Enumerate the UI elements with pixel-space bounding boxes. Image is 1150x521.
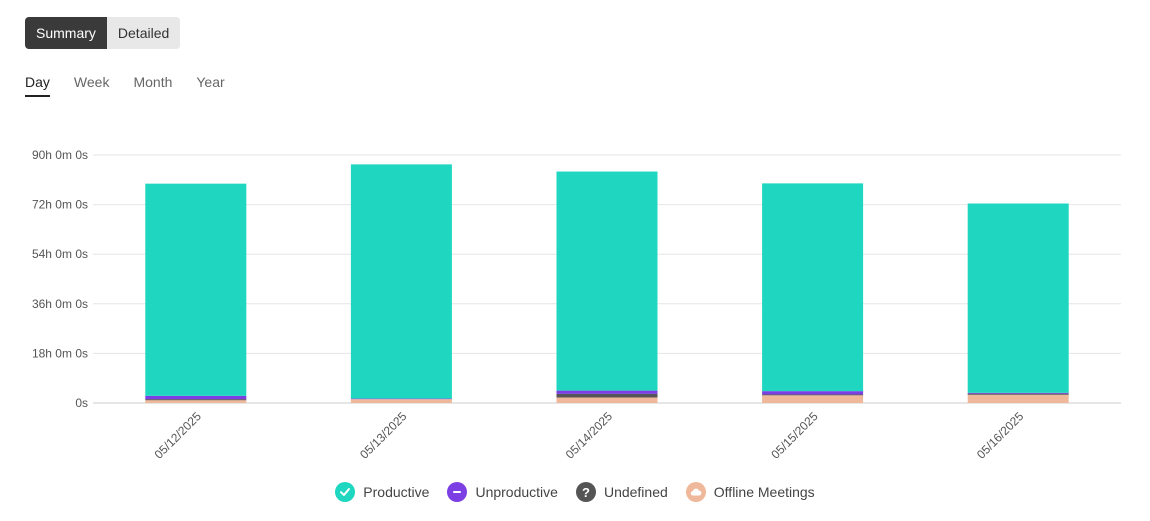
bar-segment-offline-meetings (556, 397, 658, 403)
bar-segment-productive (556, 171, 658, 391)
bar-segment-undefined (967, 393, 1069, 395)
bar-segment-undefined (145, 399, 247, 401)
bar-segment-undefined (762, 394, 864, 396)
y-tick-label: 0s (75, 396, 88, 410)
bar-segment-productive (145, 183, 247, 396)
y-tick-label: 36h 0m 0s (32, 297, 88, 311)
legend-item-undefined[interactable]: ? Undefined (575, 482, 668, 502)
legend-label: Undefined (603, 484, 668, 500)
x-tick-label: 05/13/2025 (357, 409, 410, 462)
x-tick-label: 05/15/2025 (768, 409, 821, 462)
y-tick-label: 18h 0m 0s (32, 346, 88, 360)
tab-week[interactable]: Week (73, 74, 110, 90)
legend-item-unproductive[interactable]: Unproductive (447, 482, 558, 502)
tab-day[interactable]: Day (25, 74, 50, 97)
bar-segment-undefined (556, 393, 658, 398)
x-tick-label: 05/14/2025 (563, 409, 616, 462)
bar-segment-offline-meetings (350, 399, 452, 403)
bar-segment-unproductive (762, 391, 864, 395)
summary-button[interactable]: Summary (25, 17, 107, 49)
cloud-icon (685, 482, 706, 502)
bar-segment-offline-meetings (145, 400, 247, 403)
question-icon: ? (575, 482, 596, 502)
detailed-button[interactable]: Detailed (106, 17, 181, 49)
bar-segment-productive (350, 164, 452, 399)
legend-item-productive[interactable]: Productive (335, 482, 429, 502)
x-tick-label: 05/16/2025 (974, 409, 1027, 462)
tab-month[interactable]: Month (133, 74, 173, 90)
bar-segment-unproductive (967, 392, 1069, 394)
chart-legend: Productive Unproductive ? Undefined Offl… (0, 482, 1150, 502)
y-tick-label: 90h 0m 0s (32, 148, 88, 162)
y-tick-label: 54h 0m 0s (32, 247, 88, 261)
legend-label: Productive (363, 484, 430, 500)
bar-segment-productive (762, 183, 864, 392)
bar-segment-unproductive (350, 398, 452, 400)
period-tabs: Day Week Month Year (25, 74, 225, 97)
legend-item-offline-meetings[interactable]: Offline Meetings (685, 482, 815, 502)
legend-label: Unproductive (475, 484, 558, 500)
minus-icon (447, 482, 468, 502)
bar-segment-productive (967, 203, 1069, 393)
view-toggle: Summary Detailed (25, 17, 181, 49)
bar-segment-offline-meetings (762, 395, 864, 403)
stacked-bar-chart: 0s 18h 0m 0s 36h 0m 0s 54h 0m 0s 72h 0m 0s 90… (32, 148, 1121, 462)
tab-year[interactable]: Year (196, 74, 225, 90)
legend-label: Offline Meetings (713, 484, 815, 500)
check-icon (335, 482, 356, 502)
bar-segment-unproductive (556, 390, 658, 394)
x-tick-label: 05/12/2025 (152, 409, 205, 462)
y-tick-label: 72h 0m 0s (32, 198, 88, 212)
bar-segment-offline-meetings (967, 394, 1069, 403)
bar-segment-unproductive (145, 395, 247, 400)
